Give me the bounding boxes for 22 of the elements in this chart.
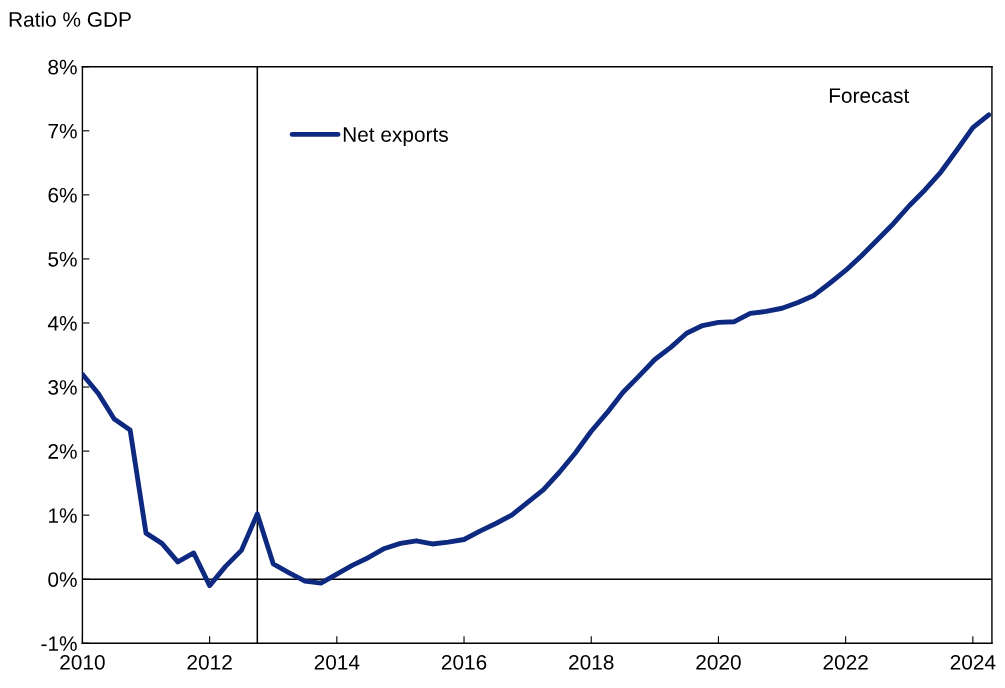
- y-axis-title: Ratio % GDP: [9, 11, 131, 27]
- y-tick-label: -1%: [41, 636, 77, 651]
- x-tick-label: 2012: [187, 654, 232, 670]
- line-series: [82, 112, 992, 589]
- y-tick-label: 2%: [48, 444, 77, 459]
- x-tick-label: 2014: [314, 654, 360, 670]
- x-tick-label: 2022: [823, 654, 868, 670]
- x-tick-label: 2016: [441, 654, 487, 670]
- y-tick-label: 4%: [47, 316, 77, 331]
- annotation: Forecast: [829, 88, 910, 103]
- y-tick-label: 3%: [48, 380, 77, 395]
- y-tick-label: 1%: [49, 508, 77, 523]
- y-tick-label: 5%: [48, 252, 77, 267]
- legend-label: Net exports: [343, 127, 448, 146]
- x-tick-label: 2010: [60, 654, 105, 670]
- x-tick-label: 2024: [950, 654, 996, 670]
- x-tick-label: 2018: [569, 654, 614, 670]
- y-tick-label: 0%: [48, 572, 77, 587]
- y-tick-label: 8%: [48, 59, 77, 75]
- y-tick-label: 7%: [48, 123, 77, 139]
- y-tick-label: 6%: [48, 187, 77, 203]
- x-tick-label: 2020: [696, 654, 741, 670]
